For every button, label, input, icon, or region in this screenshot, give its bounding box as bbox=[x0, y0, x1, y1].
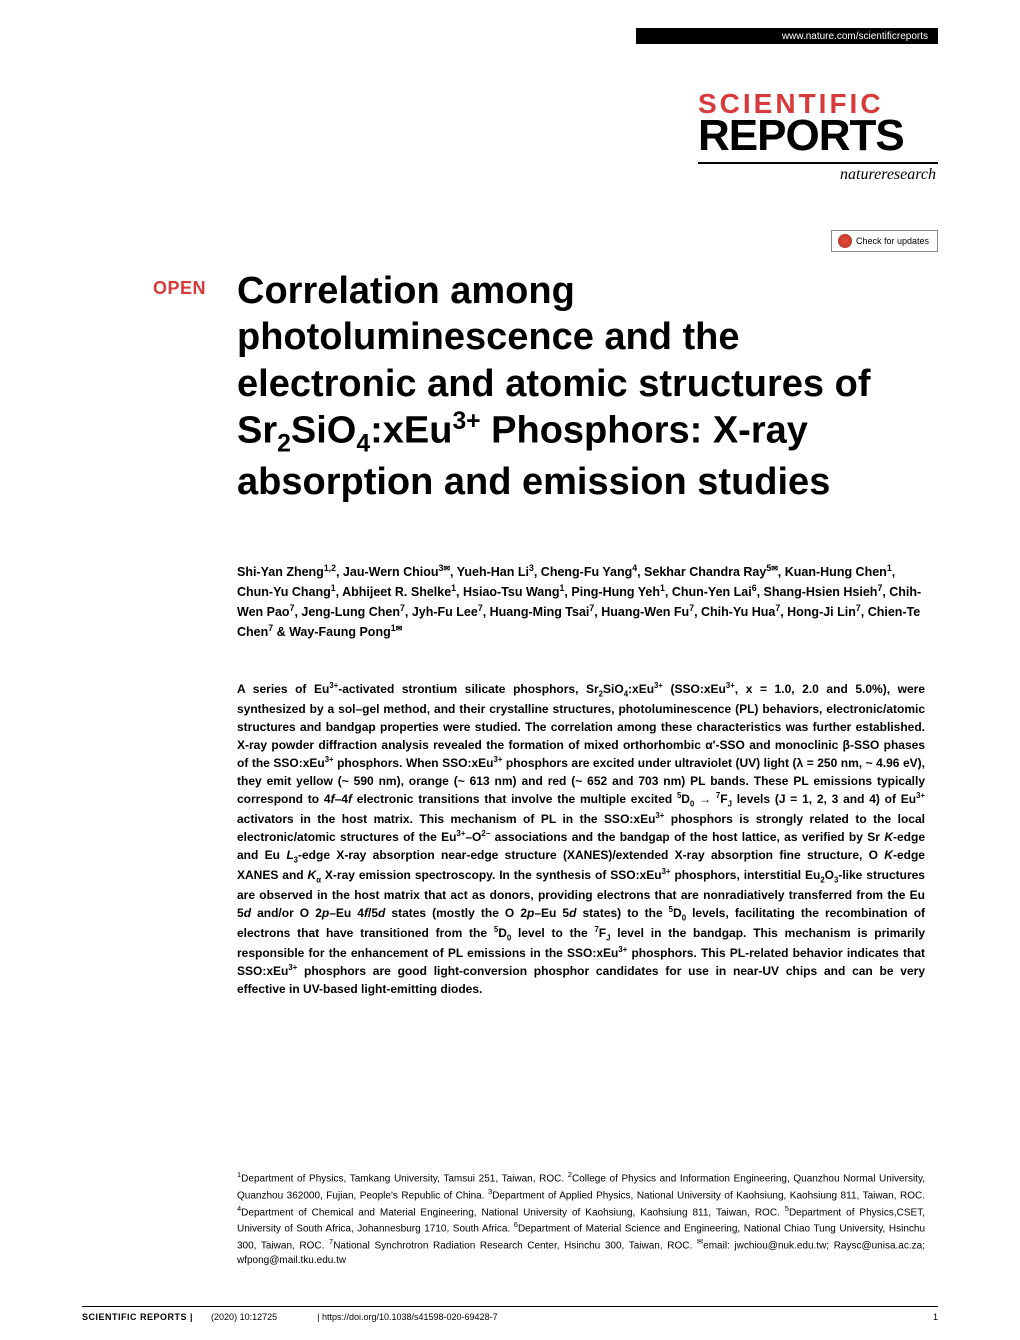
header-url-bar: www.nature.com/scientificreports bbox=[636, 28, 938, 44]
author-list: Shi-Yan Zheng1,2, Jau-Wern Chiou3✉, Yueh… bbox=[237, 562, 925, 642]
logo-line-reports: REPORTS bbox=[698, 116, 938, 156]
check-updates-label: Check for updates bbox=[856, 236, 929, 246]
check-updates-badge[interactable]: Check for updates bbox=[831, 230, 938, 252]
journal-logo: SCIENTIFIC REPORTS natureresearch bbox=[698, 90, 938, 184]
abstract-text: A series of Eu3+-activated strontium sil… bbox=[237, 680, 925, 998]
header-url-text: www.nature.com/scientificreports bbox=[782, 31, 928, 42]
logo-subbrand: natureresearch bbox=[698, 166, 938, 184]
open-access-badge: OPEN bbox=[153, 278, 206, 299]
crossmark-icon bbox=[838, 234, 852, 248]
footer-doi: | https://doi.org/10.1038/s41598-020-694… bbox=[317, 1312, 933, 1322]
footer-page-number: 1 bbox=[933, 1312, 938, 1322]
affiliations-text: 1Department of Physics, Tamkang Universi… bbox=[237, 1170, 925, 1269]
page-footer: SCIENTIFIC REPORTS | (2020) 10:12725 | h… bbox=[82, 1306, 938, 1322]
logo-underline bbox=[698, 162, 938, 164]
footer-citation: (2020) 10:12725 bbox=[211, 1312, 277, 1322]
article-title: Correlation among photoluminescence and … bbox=[237, 268, 925, 506]
footer-journal: SCIENTIFIC REPORTS | bbox=[82, 1312, 193, 1322]
